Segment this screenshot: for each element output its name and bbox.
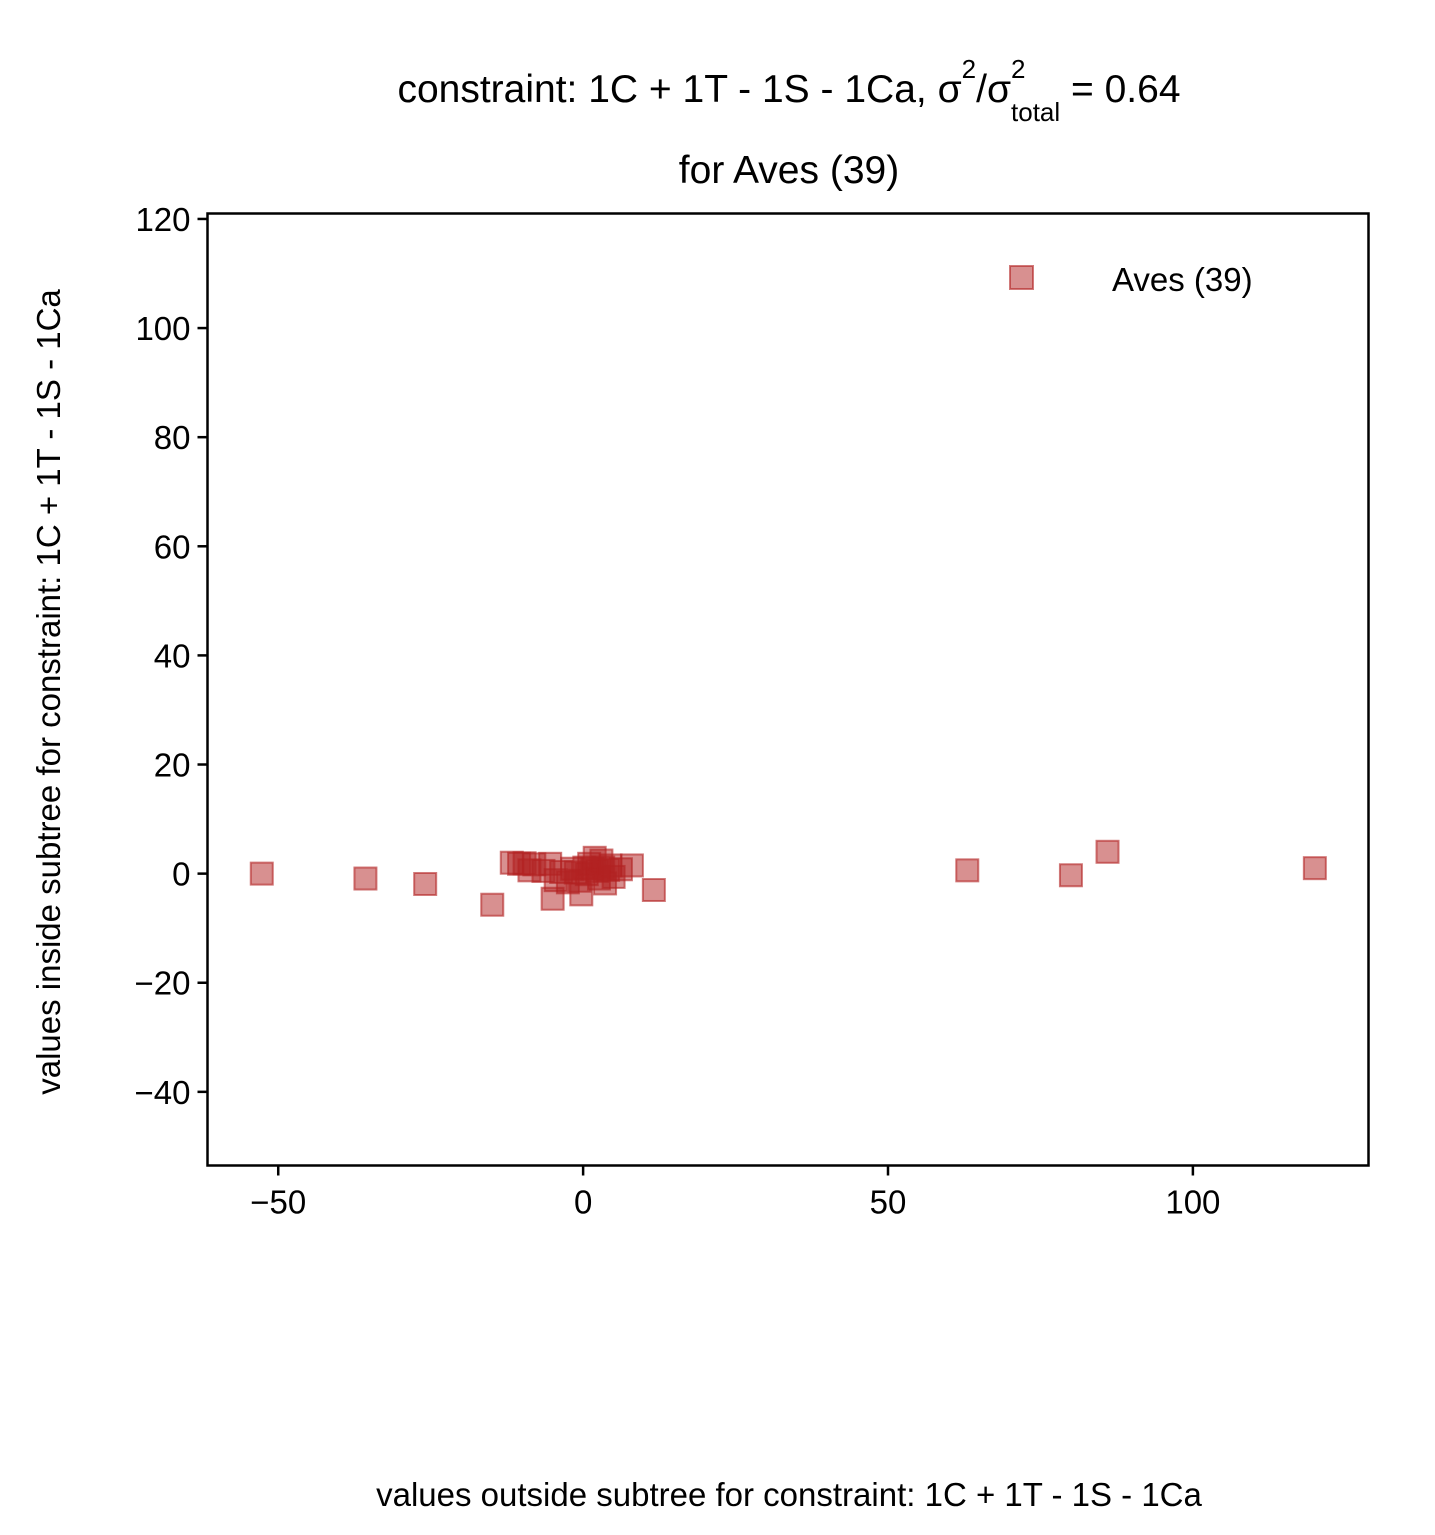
y-tick-label: −40 bbox=[135, 1074, 191, 1111]
y-tick-label: 20 bbox=[154, 747, 191, 784]
data-point bbox=[480, 892, 505, 917]
y-tick-label: 40 bbox=[154, 637, 191, 674]
data-point bbox=[1302, 856, 1327, 881]
legend-label: Aves (39) bbox=[1112, 261, 1253, 298]
data-point bbox=[249, 861, 274, 886]
chart-title-line1: constraint: 1C + 1T - 1S - 1Ca, σ2/σ2 tot… bbox=[397, 54, 1180, 127]
x-tick-label: 0 bbox=[574, 1184, 592, 1221]
legend-marker-square bbox=[1009, 265, 1034, 290]
chart-title-line2: for Aves (39) bbox=[679, 149, 899, 192]
y-tick-label: 80 bbox=[154, 419, 191, 456]
data-point bbox=[641, 877, 666, 902]
data-point bbox=[955, 858, 980, 883]
y-tick-label: −20 bbox=[135, 965, 191, 1002]
y-axis-label: values inside subtree for constraint: 1C… bbox=[30, 289, 67, 1095]
x-axis-ticks: −50 0 50 100 bbox=[250, 1165, 1220, 1221]
y-tick-label: 60 bbox=[154, 528, 191, 565]
data-point bbox=[619, 853, 644, 878]
data-point bbox=[1095, 839, 1120, 864]
x-tick-label: 100 bbox=[1165, 1184, 1220, 1221]
y-axis-ticks: −40 −20 0 20 40 60 80 100 120 bbox=[135, 201, 208, 1111]
legend: Aves (39) bbox=[1009, 261, 1253, 298]
plot-frame bbox=[206, 212, 1370, 1167]
data-point bbox=[1058, 863, 1083, 888]
y-tick-label: 120 bbox=[135, 201, 190, 238]
x-tick-label: 50 bbox=[870, 1184, 907, 1221]
y-tick-label: 100 bbox=[135, 310, 190, 347]
data-point bbox=[353, 866, 378, 891]
x-axis-label: values outside subtree for constraint: 1… bbox=[376, 1476, 1202, 1513]
data-points bbox=[249, 839, 1327, 917]
y-tick-label: 0 bbox=[172, 856, 190, 893]
x-tick-label: −50 bbox=[250, 1184, 306, 1221]
data-point bbox=[413, 871, 438, 896]
